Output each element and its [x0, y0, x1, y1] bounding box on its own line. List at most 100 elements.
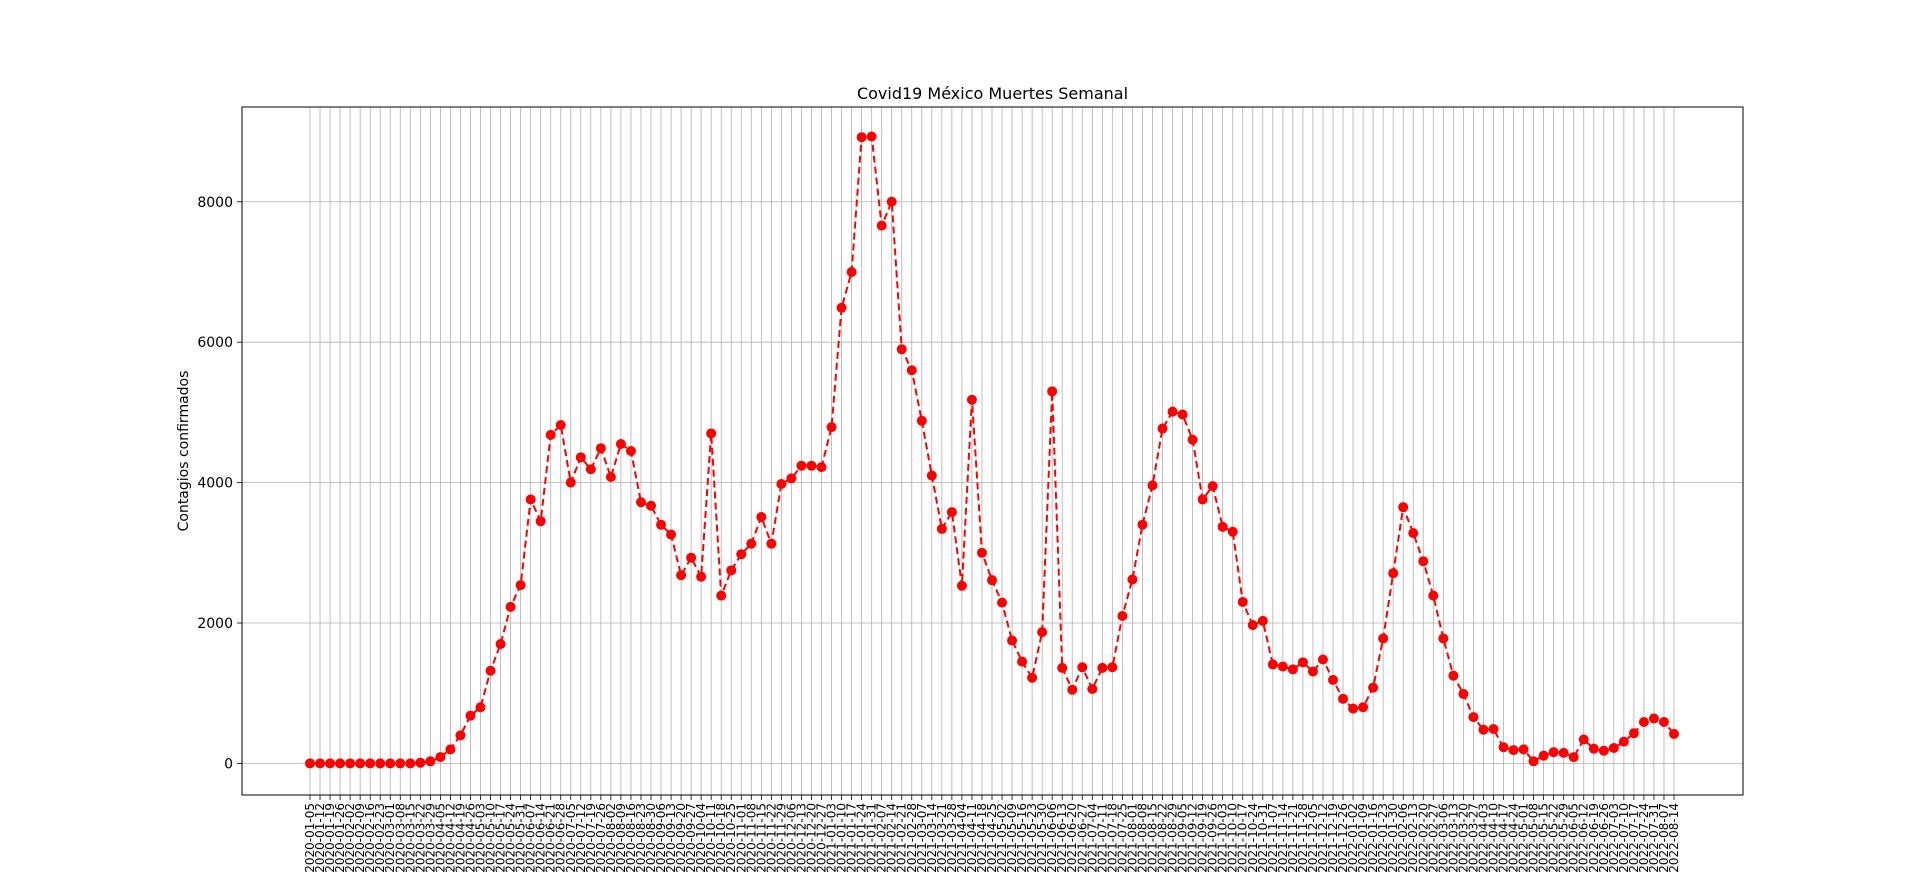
x-tick-label: 2021-05-09: [1005, 803, 1019, 873]
x-tick-label: 2021-10-24: [1246, 803, 1260, 873]
x-tick-label: 2021-01-31: [865, 803, 879, 873]
data-point: [1077, 662, 1088, 673]
data-point: [1498, 742, 1509, 753]
x-tick-label: 2022-01-02: [1346, 803, 1360, 873]
x-tick-label: 2020-01-26: [333, 803, 347, 873]
x-tick-label: 2021-01-03: [825, 803, 839, 873]
data-point: [1247, 620, 1258, 631]
data-point: [475, 702, 486, 713]
data-point: [726, 565, 737, 576]
x-tick-label: 2021-10-17: [1236, 803, 1250, 873]
data-point: [1117, 610, 1128, 621]
x-tick-label: 2021-07-11: [1095, 803, 1109, 873]
data-point: [806, 460, 817, 471]
data-point: [1568, 752, 1579, 763]
data-point: [1478, 724, 1489, 735]
x-tick-label: 2021-05-23: [1025, 803, 1039, 873]
x-tick-label: 2020-04-26: [463, 803, 477, 873]
data-point: [1598, 745, 1609, 756]
x-tick-label: 2020-11-22: [764, 803, 778, 873]
y-axis-label: Contagios confirmados: [176, 371, 192, 532]
data-point: [1087, 683, 1098, 694]
data-point: [1187, 434, 1198, 445]
data-point: [315, 758, 326, 769]
x-tick-label: 2020-04-19: [453, 803, 467, 873]
x-tick-label: 2021-11-14: [1276, 803, 1290, 873]
x-tick-label: 2022-07-10: [1617, 803, 1631, 873]
x-tick-label: 2020-10-11: [704, 803, 718, 873]
x-tick-label: 2020-08-09: [614, 803, 628, 873]
x-tick-label: 2020-09-06: [654, 803, 668, 873]
data-point: [866, 131, 877, 142]
x-tick-label: 2022-08-14: [1667, 803, 1681, 873]
data-point: [646, 500, 656, 511]
x-tick-label: 2020-12-20: [804, 803, 818, 873]
data-point: [776, 478, 787, 489]
data-point: [305, 758, 315, 769]
x-tick-label: 2020-01-12: [313, 803, 327, 873]
x-tick-label: 2020-04-12: [443, 803, 457, 873]
data-point: [405, 758, 416, 769]
x-tick-label: 2020-04-05: [433, 803, 447, 873]
x-tick-label: 2021-02-14: [885, 803, 899, 873]
data-point: [1007, 635, 1018, 646]
x-tick-label: 2022-05-15: [1537, 803, 1551, 873]
plot-frame: [241, 106, 1744, 796]
x-tick-label: 2022-03-27: [1466, 803, 1480, 873]
x-tick-label: 2020-12-13: [794, 803, 808, 873]
x-tick-label: 2021-07-18: [1105, 803, 1119, 873]
data-point: [1468, 712, 1479, 723]
data-point: [1408, 528, 1419, 539]
y-axis-ticks: 0 2000 4000 6000 8000: [197, 195, 242, 772]
data-point: [585, 464, 596, 475]
data-point: [615, 438, 626, 449]
x-tick-label: 2020-02-16: [363, 803, 377, 873]
x-tick-label: 2021-10-03: [1216, 803, 1230, 873]
data-point: [656, 519, 667, 530]
data-point: [435, 752, 446, 763]
data-point: [1237, 596, 1248, 607]
x-tick-label: 2020-08-02: [604, 803, 618, 873]
x-tick-label: 2020-06-07: [524, 803, 538, 873]
data-point: [445, 744, 456, 755]
data-point: [926, 470, 937, 481]
data-point: [1177, 409, 1188, 420]
data-point: [1558, 747, 1569, 758]
x-tick-label: 2021-03-28: [945, 803, 959, 873]
x-tick-label: 2022-06-12: [1577, 803, 1591, 873]
x-tick-label: 2020-01-19: [323, 803, 337, 873]
x-tick-label: 2020-02-23: [373, 803, 387, 873]
x-tick-label: 2021-03-21: [935, 803, 949, 873]
x-axis-ticks: 2020-01-052020-01-122020-01-192020-01-26…: [303, 795, 1681, 873]
data-point: [1227, 526, 1238, 537]
x-tick-label: 2022-01-09: [1356, 803, 1370, 873]
data-point: [595, 443, 606, 454]
data-point: [1197, 494, 1208, 505]
data-point: [1207, 481, 1218, 492]
x-tick-label: 2021-04-18: [975, 803, 989, 873]
data-point: [1217, 521, 1228, 532]
x-tick-label: 2020-03-15: [403, 803, 417, 873]
data-point: [1328, 674, 1338, 685]
data-point: [395, 758, 406, 769]
x-tick-label: 2022-06-26: [1597, 803, 1611, 873]
x-tick-label: 2020-03-22: [413, 803, 427, 873]
data-point: [1368, 682, 1379, 693]
x-tick-label: 2021-08-01: [1125, 803, 1139, 873]
data-point: [966, 394, 977, 405]
data-point: [415, 757, 426, 768]
data-point: [846, 266, 857, 277]
data-point: [1277, 661, 1288, 672]
x-tick-label: 2021-07-25: [1115, 803, 1129, 873]
x-tick-label: 2021-02-07: [875, 803, 889, 873]
data-point: [746, 538, 757, 549]
data-point: [485, 665, 496, 676]
data-point: [1307, 666, 1318, 677]
x-tick-label: 2022-05-22: [1547, 803, 1561, 873]
x-tick-label: 2021-04-11: [965, 803, 979, 873]
x-tick-label: 2021-10-10: [1226, 803, 1240, 873]
x-tick-label: 2021-11-28: [1296, 803, 1310, 873]
data-point: [1267, 659, 1278, 670]
data-point: [1628, 728, 1639, 739]
x-tick-label: 2020-11-01: [734, 803, 748, 873]
